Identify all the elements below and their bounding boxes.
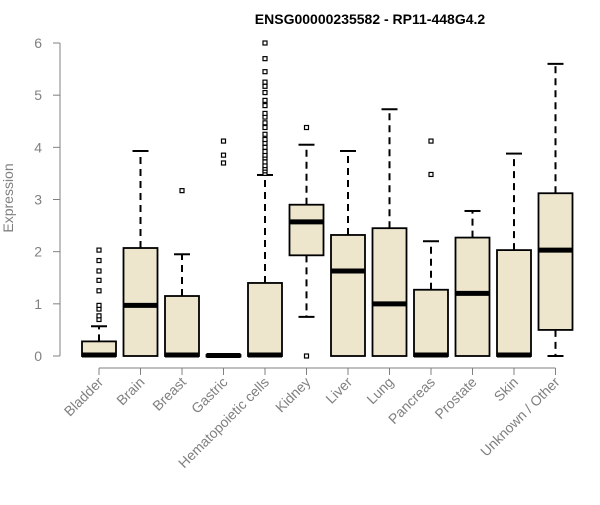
box-group	[413, 138, 449, 358]
y-tick-label: 1	[34, 296, 42, 312]
outlier-point	[96, 288, 102, 294]
x-tick-label: Lung	[363, 374, 396, 407]
box-group	[247, 40, 283, 358]
box-group	[288, 124, 325, 359]
outlier-point	[262, 124, 268, 131]
outlier-point	[262, 56, 268, 62]
y-tick-label: 6	[34, 35, 42, 51]
outlier-point	[179, 188, 185, 194]
chart-title: ENSG00000235582 - RP11-448G4.2	[255, 11, 486, 27]
box-body	[537, 192, 574, 331]
outlier-point	[96, 257, 102, 264]
outlier-point	[262, 159, 268, 165]
box-body	[371, 227, 408, 357]
outlier-point	[262, 120, 268, 126]
outlier-point	[262, 131, 268, 137]
plot-area	[81, 40, 574, 359]
x-tick-label: Skin	[491, 374, 522, 405]
outlier-point	[220, 152, 227, 158]
y-axis: 0 1 2 3 4 5 6	[34, 35, 61, 364]
box-group	[330, 149, 366, 357]
outlier-point	[262, 148, 268, 155]
box-group	[81, 247, 117, 358]
outlier-point	[220, 138, 227, 144]
box-body	[496, 249, 532, 357]
outlier-point	[303, 353, 310, 359]
x-tick-label: Prostate	[431, 374, 479, 422]
x-tick-label: Brain	[113, 374, 147, 408]
x-tick-label: Breast	[149, 374, 189, 414]
box-group	[537, 62, 574, 357]
y-tick-label: 5	[34, 87, 42, 103]
x-tick-label: Kidney	[272, 374, 314, 416]
outlier-point	[262, 136, 268, 143]
outlier-point	[262, 144, 268, 150]
box-group	[205, 138, 242, 358]
outlier-point	[220, 160, 227, 166]
box-group	[496, 152, 532, 358]
y-tick-label: 0	[34, 348, 42, 364]
outlier-point	[262, 69, 268, 75]
box-group	[122, 149, 159, 357]
box-group	[164, 188, 200, 358]
outlier-point	[428, 138, 434, 144]
outlier-point	[428, 171, 434, 178]
box-body	[330, 234, 366, 357]
box-body	[164, 295, 200, 357]
outlier-point	[96, 277, 102, 283]
y-tick-label: 4	[34, 139, 42, 155]
box-body	[288, 203, 325, 257]
box-body	[122, 247, 159, 357]
outlier-point	[262, 89, 268, 96]
outlier-point	[96, 247, 102, 253]
outlier-point	[262, 110, 268, 117]
box-body	[454, 236, 491, 357]
y-tick-label: 2	[34, 244, 42, 260]
box-body	[413, 288, 449, 357]
box-group	[454, 209, 491, 357]
outlier-point	[262, 40, 268, 46]
box-body	[247, 282, 283, 357]
y-axis-label: Expression	[0, 163, 16, 232]
outlier-point	[262, 102, 268, 109]
outlier-point	[96, 313, 102, 319]
x-tick-label: Liver	[322, 374, 355, 407]
outlier-point	[96, 268, 102, 274]
box-group	[371, 108, 408, 357]
outlier-point	[262, 79, 268, 85]
outlier-point	[303, 124, 310, 131]
outlier-point	[262, 83, 268, 89]
outlier-point	[96, 302, 102, 308]
x-tick-label: Bladder	[61, 374, 107, 420]
outlier-point	[262, 97, 268, 103]
y-tick-label: 3	[34, 192, 42, 208]
x-tick-label: Unknown / Other	[477, 374, 563, 460]
